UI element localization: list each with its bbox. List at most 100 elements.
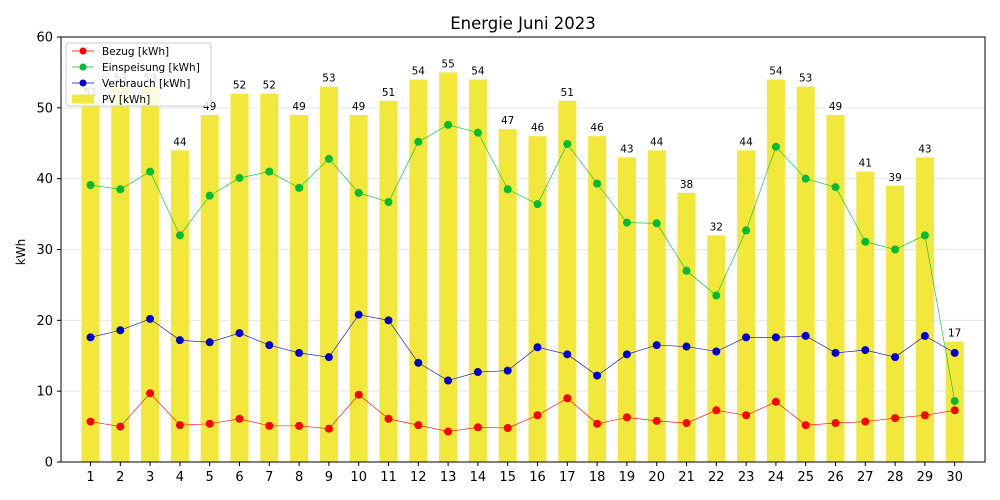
x-tick-label-5: 5 (206, 470, 214, 485)
series-2-point-9 (324, 353, 333, 362)
pv-bar-21 (677, 192, 696, 463)
series-2-point-30 (950, 348, 959, 357)
series-0-point-26 (831, 419, 840, 428)
x-tick-label-14: 14 (470, 470, 487, 485)
series-0-point-15 (503, 424, 512, 432)
series-1 (86, 120, 959, 406)
series-1-point-2 (116, 185, 125, 194)
series-0-point-6 (235, 414, 244, 423)
pv-bar-label-26: 49 (829, 101, 842, 113)
series-0-point-1 (86, 417, 95, 426)
pv-bar-25 (796, 86, 815, 462)
series-1-point-23 (742, 226, 751, 235)
series-line-1 (90, 124, 955, 402)
pv-bar-label-17: 51 (561, 87, 574, 99)
series-1-point-9 (324, 154, 333, 163)
x-tick-label-27: 27 (857, 470, 874, 485)
series-2-point-13 (444, 376, 453, 385)
y-tick-label-6: 60 (36, 31, 53, 46)
pv-bar-8 (290, 114, 309, 463)
legend-marker-0 (79, 47, 87, 55)
series-1-point-17 (563, 139, 572, 148)
pv-bar-label-10: 49 (352, 101, 365, 113)
y-tick-label-1: 10 (36, 385, 53, 400)
pv-bar-4 (170, 150, 189, 463)
pv-bar-label-18: 46 (590, 122, 604, 134)
series-0-point-30 (950, 406, 959, 415)
pv-bar-16 (528, 136, 547, 462)
y-tick-label-4: 40 (36, 172, 53, 187)
series-1-point-12 (414, 137, 423, 146)
series-1-point-8 (295, 183, 304, 192)
legend: Bezug [kWh] Einspeisung [kWh] Verbrauch [k… (65, 42, 212, 107)
legend-label-0: Bezug [kWh] (102, 46, 169, 58)
pv-bar-20 (647, 150, 666, 463)
series-0-point-23 (742, 411, 751, 420)
series-0-point-3 (146, 389, 155, 398)
pv-bar-label-4: 44 (173, 136, 187, 148)
series-0-point-18 (593, 419, 602, 428)
series-1-point-7 (265, 167, 274, 176)
series-0-point-12 (414, 421, 423, 430)
pv-bar-label-16: 46 (531, 122, 545, 134)
series-1-point-13 (444, 120, 453, 129)
series-2-point-17 (563, 350, 572, 359)
series-0-point-10 (354, 390, 363, 399)
series-0-point-25 (801, 421, 810, 430)
series-2-point-21 (682, 342, 691, 351)
pv-bar-9 (319, 86, 338, 462)
series-2-point-23 (742, 333, 751, 342)
series-0-point-13 (444, 427, 453, 436)
x-tick-label-2: 2 (116, 470, 124, 485)
pv-bar-label-23: 44 (739, 136, 753, 148)
x-tick-label-20: 20 (648, 470, 665, 485)
series-line-0 (90, 392, 955, 432)
pv-bar-label-11: 51 (382, 87, 395, 99)
series-0-point-27 (861, 417, 870, 426)
series-0-point-29 (920, 411, 929, 420)
series-2-point-28 (891, 353, 900, 362)
x-tick-label-4: 4 (176, 470, 184, 485)
pv-bar-label-13: 55 (441, 58, 454, 70)
series-1-point-28 (891, 245, 900, 254)
series-2-point-6 (235, 329, 244, 338)
series-1-point-6 (235, 173, 244, 182)
x-tick-label-1: 1 (86, 470, 94, 485)
series-1-point-16 (533, 200, 542, 209)
pv-bar-15 (498, 129, 517, 463)
x-tick-label-8: 8 (295, 470, 303, 485)
x-tick-label-26: 26 (827, 470, 844, 485)
series-1-point-29 (920, 231, 929, 240)
y-tick-label-0: 0 (45, 456, 53, 471)
series-1-point-19 (622, 218, 631, 227)
x-tick-label-19: 19 (619, 470, 636, 485)
legend-marker-1 (79, 63, 87, 71)
pv-bar-5 (200, 114, 219, 463)
pv-bar-label-25: 53 (799, 73, 812, 85)
series-2-point-5 (205, 338, 214, 347)
series-1-point-15 (503, 185, 512, 194)
pv-bar-24 (766, 79, 785, 462)
x-tick-label-6: 6 (235, 470, 243, 485)
series-0 (86, 389, 959, 436)
series-2-point-14 (473, 368, 482, 377)
x-tick-label-12: 12 (410, 470, 427, 485)
series-2-point-29 (920, 331, 929, 340)
y-tick-label-2: 20 (36, 314, 53, 329)
x-tick-label-9: 9 (325, 470, 333, 485)
pv-bar-7 (260, 93, 279, 463)
series-0-point-7 (265, 421, 274, 430)
y-tick-label-3: 30 (36, 243, 53, 258)
pv-bar-label-7: 52 (263, 80, 276, 92)
pv-bar-28 (886, 185, 905, 462)
series-0-point-8 (295, 421, 304, 430)
series-2-point-12 (414, 358, 423, 367)
series-2-point-11 (384, 316, 393, 325)
series-0-point-28 (891, 414, 900, 423)
legend-box (65, 42, 212, 107)
pv-bar-14 (468, 79, 487, 462)
legend-marker-2 (79, 79, 87, 87)
series-1-point-30 (950, 397, 959, 406)
